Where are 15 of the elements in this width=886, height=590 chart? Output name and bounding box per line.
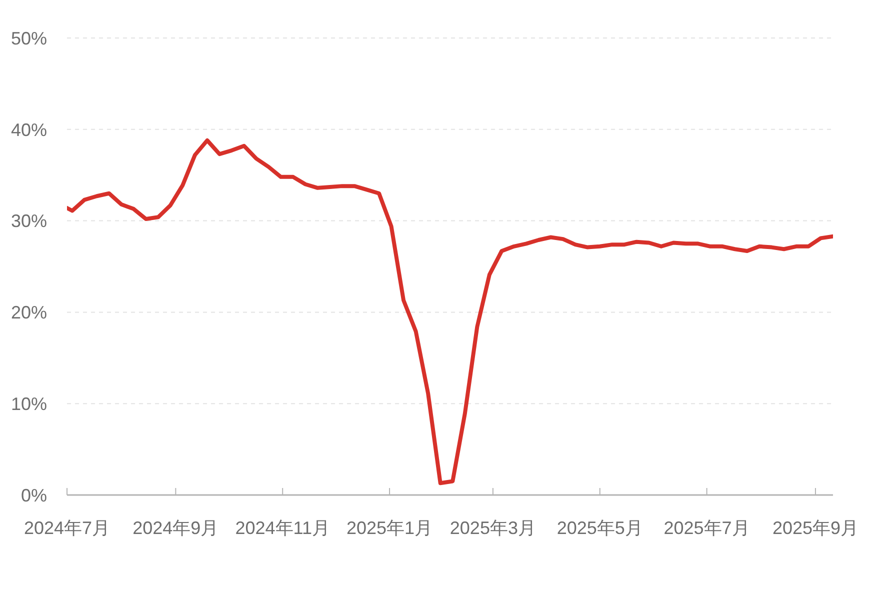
- x-tick-label: 2024年7月: [24, 518, 110, 538]
- line-series: [67, 138, 833, 486]
- y-tick-label: 20%: [10, 302, 47, 323]
- x-tick-label: 2024年9月: [132, 518, 219, 538]
- x-tick-label: 2025年3月: [450, 518, 536, 538]
- y-tick-label: 50%: [10, 28, 47, 48]
- y-tick-label: 0%: [20, 485, 47, 506]
- x-tick-label: 2025年5月: [556, 518, 643, 538]
- y-tick-label: 10%: [10, 394, 47, 414]
- x-tick-label: 2025年7月: [664, 518, 750, 538]
- y-tick-label: 40%: [10, 120, 47, 140]
- x-tick-label: 2025年1月: [346, 518, 433, 538]
- x-tick-label: 2024年11月: [235, 518, 330, 538]
- y-tick-label: 30%: [10, 211, 47, 232]
- x-tick-label: 2025年9月: [772, 518, 859, 538]
